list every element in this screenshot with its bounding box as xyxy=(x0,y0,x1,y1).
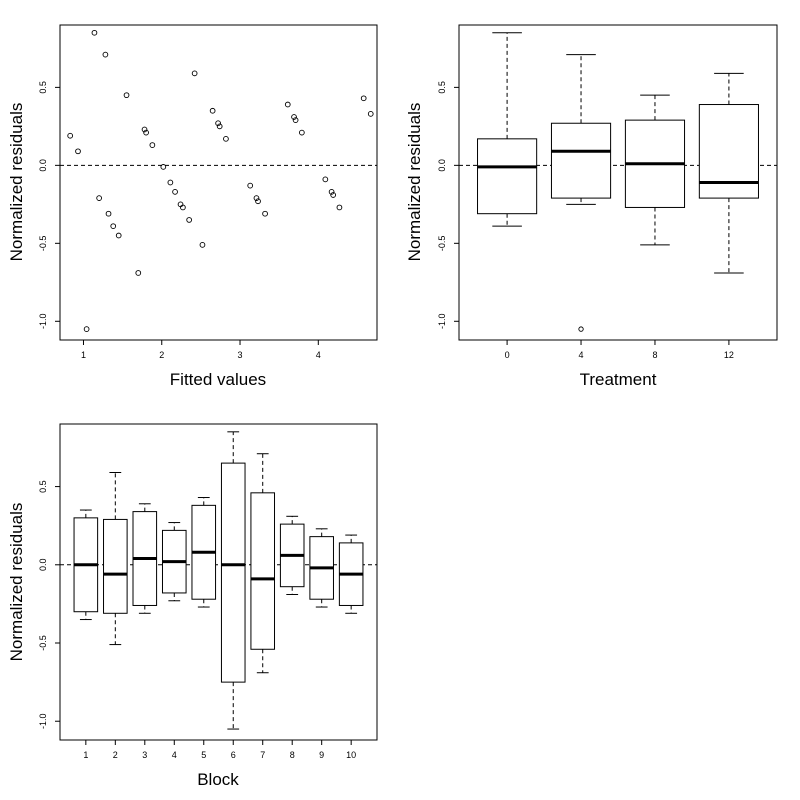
iqr-box xyxy=(477,138,538,215)
data-point xyxy=(292,117,299,123)
plot-frame xyxy=(458,24,778,341)
category-label: 2 xyxy=(113,750,118,760)
data-point xyxy=(91,29,98,36)
data-point xyxy=(299,129,305,136)
data-point xyxy=(149,142,156,148)
category-label: 4 xyxy=(172,750,177,760)
y-tick-label: 0.5 xyxy=(38,480,48,493)
category-label: 6 xyxy=(231,750,236,760)
x-tick-label: 4 xyxy=(316,350,321,360)
category-label: 8 xyxy=(652,350,657,360)
data-point xyxy=(291,114,297,120)
data-point xyxy=(336,204,343,211)
category-label: 5 xyxy=(201,750,206,760)
data-point xyxy=(123,92,130,99)
x-axis-title: Block xyxy=(197,770,239,789)
x-tick-label: 3 xyxy=(238,350,243,360)
data-point xyxy=(262,210,268,217)
category-label: 12 xyxy=(724,350,734,360)
data-point xyxy=(223,135,229,142)
y-tick-label: -0.5 xyxy=(38,635,48,651)
data-point xyxy=(255,198,261,205)
data-point xyxy=(360,95,367,102)
iqr-box xyxy=(103,518,128,614)
y-axis-title: Normalized residuals xyxy=(405,103,424,262)
x-axis-title: Treatment xyxy=(580,370,657,389)
category-label: 1 xyxy=(83,750,88,760)
data-point xyxy=(75,148,81,155)
data-point xyxy=(172,189,178,195)
data-point xyxy=(167,179,174,186)
data-point xyxy=(253,195,260,201)
y-tick-label: 0.0 xyxy=(38,559,48,572)
data-point xyxy=(209,107,216,114)
y-tick-label: 0.0 xyxy=(437,159,447,172)
y-tick-label: -0.5 xyxy=(437,236,447,252)
data-point xyxy=(191,70,198,77)
data-point xyxy=(330,192,337,198)
category-label: 10 xyxy=(346,750,356,760)
data-point xyxy=(322,176,329,183)
category-label: 9 xyxy=(319,750,324,760)
category-label: 8 xyxy=(290,750,295,760)
x-tick-label: 1 xyxy=(81,350,86,360)
plot-frame xyxy=(59,423,378,741)
iqr-box xyxy=(250,492,276,650)
x-axis-title: Fitted values xyxy=(170,370,266,389)
y-tick-label: 0.5 xyxy=(437,81,447,94)
data-point xyxy=(67,132,74,139)
plot-frame xyxy=(59,24,378,341)
data-point xyxy=(96,195,102,201)
data-point xyxy=(83,326,90,332)
data-point xyxy=(284,101,291,108)
data-point xyxy=(180,204,186,211)
data-point xyxy=(143,129,149,136)
fitted-vs-residuals-panel: Normalized residuals Fitted values -1.0 -… xyxy=(7,24,378,389)
y-tick-label: 0.5 xyxy=(38,81,48,94)
data-point xyxy=(110,223,117,230)
data-point xyxy=(199,242,206,248)
x-tick-label: 2 xyxy=(159,350,164,360)
iqr-box xyxy=(220,462,246,683)
data-point xyxy=(102,51,109,58)
data-point xyxy=(247,182,254,189)
category-label: 4 xyxy=(579,350,584,360)
y-axis-title: Normalized residuals xyxy=(7,103,26,262)
y-tick-label: -0.5 xyxy=(38,236,48,252)
data-point xyxy=(216,123,223,130)
category-label: 7 xyxy=(260,750,265,760)
block-boxplot-panel: Normalized residuals Block -1.0 -0.5 0.0 0.… xyxy=(7,423,378,789)
data-point xyxy=(160,164,167,170)
data-point xyxy=(135,270,142,276)
data-point xyxy=(141,126,148,133)
outlier-point xyxy=(578,326,584,332)
y-tick-label: -1.0 xyxy=(38,314,48,330)
data-point xyxy=(367,111,374,117)
treatment-boxplot-panel: Normalized residuals Treatment -1.0 -0.5 0… xyxy=(405,24,778,389)
y-axis-title: Normalized residuals xyxy=(7,503,26,662)
y-tick-label: -1.0 xyxy=(38,713,48,729)
data-point xyxy=(115,232,122,239)
iqr-box xyxy=(550,122,612,199)
category-label: 3 xyxy=(142,750,147,760)
data-point xyxy=(105,210,112,217)
y-tick-label: 0.0 xyxy=(38,159,48,172)
data-point xyxy=(328,189,335,195)
data-point xyxy=(215,120,221,127)
iqr-box xyxy=(698,104,759,199)
data-point xyxy=(186,217,192,223)
category-label: 0 xyxy=(505,350,510,360)
y-tick-label: -1.0 xyxy=(437,314,447,330)
